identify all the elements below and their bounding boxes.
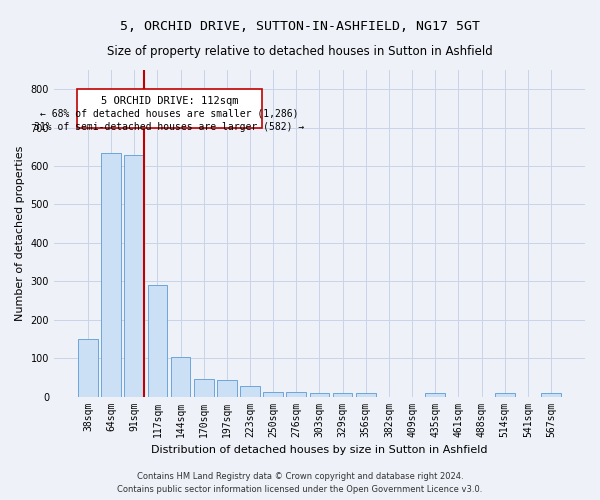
Text: 5 ORCHID DRIVE: 112sqm: 5 ORCHID DRIVE: 112sqm: [101, 96, 238, 106]
Y-axis label: Number of detached properties: Number of detached properties: [15, 146, 25, 321]
Bar: [124, 154, 144, 396]
Bar: [170, 357, 190, 397]
Bar: [101, 152, 121, 396]
Bar: [78, 339, 98, 396]
Bar: [356, 394, 376, 396]
Bar: [217, 380, 236, 396]
Bar: [240, 386, 260, 396]
Bar: [310, 394, 329, 396]
Bar: [148, 285, 167, 397]
Text: Contains HM Land Registry data © Crown copyright and database right 2024.: Contains HM Land Registry data © Crown c…: [137, 472, 463, 481]
Text: 5, ORCHID DRIVE, SUTTON-IN-ASHFIELD, NG17 5GT: 5, ORCHID DRIVE, SUTTON-IN-ASHFIELD, NG1…: [120, 20, 480, 33]
Bar: [495, 394, 515, 396]
Bar: [194, 380, 214, 396]
Bar: [541, 394, 561, 396]
FancyBboxPatch shape: [77, 89, 262, 128]
Text: Size of property relative to detached houses in Sutton in Ashfield: Size of property relative to detached ho…: [107, 45, 493, 58]
Text: Contains public sector information licensed under the Open Government Licence v3: Contains public sector information licen…: [118, 485, 482, 494]
Bar: [263, 392, 283, 396]
Bar: [333, 394, 352, 396]
Bar: [425, 394, 445, 396]
Text: ← 68% of detached houses are smaller (1,286): ← 68% of detached houses are smaller (1,…: [40, 109, 299, 119]
Text: 31% of semi-detached houses are larger (582) →: 31% of semi-detached houses are larger (…: [34, 122, 305, 132]
Bar: [286, 392, 306, 396]
X-axis label: Distribution of detached houses by size in Sutton in Ashfield: Distribution of detached houses by size …: [151, 445, 488, 455]
